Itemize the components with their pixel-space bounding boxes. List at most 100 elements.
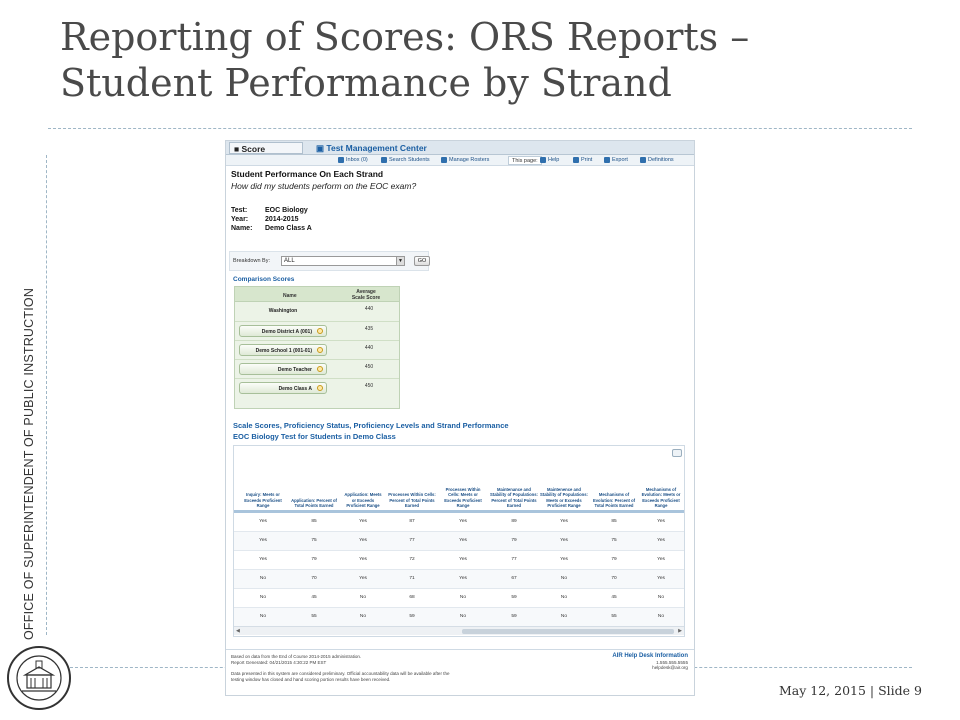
- table-cell: 75: [611, 538, 617, 543]
- comparison-col-average: Average Scale Score: [346, 289, 386, 301]
- help-desk-email[interactable]: helpdesk@air.org: [652, 665, 688, 670]
- tab-score-reports[interactable]: ■ Score Reports: [229, 142, 303, 166]
- meta-name-value: Demo Class A: [265, 225, 312, 232]
- table-cell: 55: [611, 614, 617, 619]
- go-button[interactable]: GO: [414, 256, 430, 266]
- comparison-row-name: Demo Class A: [278, 386, 312, 392]
- help-link[interactable]: Help: [540, 156, 559, 165]
- inbox-link[interactable]: Inbox (0): [338, 156, 368, 165]
- export-label: Export: [612, 157, 628, 163]
- slide-title-line2: Student Performance by Strand: [60, 61, 672, 105]
- scroll-right-icon[interactable]: ▶: [678, 628, 682, 634]
- footer-date: May 12, 2015 |: [778, 683, 875, 698]
- comparison-col-name: Name: [283, 293, 297, 299]
- column-header[interactable]: Processes Within Cells: Meets or Exceeds…: [444, 487, 482, 508]
- side-label: OFFICE OF SUPERINTENDENT OF PUBLIC INSTR…: [22, 287, 36, 640]
- table-cell: No: [359, 614, 367, 619]
- search-students-label: Search Students: [389, 157, 430, 163]
- table-cell: 89: [511, 519, 517, 524]
- note-line: testing window has closed and hand scori…: [231, 677, 391, 682]
- column-header[interactable]: Application: Meets or Exceeds Proficient…: [344, 492, 382, 508]
- slide-title-line1: Reporting of Scores: ORS Reports –: [60, 15, 750, 59]
- note-line: Report Generated: 04/21/2015 4:30:22 PM …: [231, 660, 327, 665]
- ospi-seal-logo: [7, 646, 71, 710]
- table-row: No 55 No 59 No 59 No 55 No: [234, 608, 684, 627]
- comparison-row-value: 450: [364, 383, 374, 389]
- horizontal-scrollbar[interactable]: ◀ ▶: [234, 626, 684, 635]
- table-cell: 59: [511, 595, 517, 600]
- help-desk-phone: 1.555.555.5555: [656, 659, 688, 665]
- definitions-icon: [640, 156, 646, 163]
- table-cell: 87: [409, 519, 415, 524]
- table-cell: Yes: [560, 557, 568, 562]
- meta-name: Name: Demo Class A: [231, 225, 312, 232]
- column-header[interactable]: Mechanisms of Evolution: Percent of Tota…: [592, 492, 636, 508]
- footer-slide-number: Slide 9: [878, 683, 922, 698]
- table-cell: 70: [611, 576, 617, 581]
- header-divider: [234, 510, 684, 513]
- meta-year: Year: 2014-2015: [231, 216, 298, 223]
- comparison-row: Demo District A (001) 435: [235, 321, 399, 340]
- report-subheading: How did my students perform on the EOC e…: [231, 181, 417, 191]
- table-row: No 45 No 68 No 59 No 45 No: [234, 589, 684, 608]
- tab-test-management-center[interactable]: ▣ Test Management Center ▼: [312, 142, 432, 165]
- comparison-row-name: Demo Teacher: [277, 367, 312, 373]
- magnifier-icon: [317, 366, 323, 372]
- table-cell: Yes: [359, 576, 367, 581]
- table-cell: No: [459, 595, 467, 600]
- definitions-label: Definitions: [648, 157, 674, 163]
- scroll-left-icon[interactable]: ◀: [236, 628, 240, 634]
- comparison-col-avg-line1: Average: [356, 289, 376, 295]
- column-header[interactable]: Maintenance and Stability of Populations…: [490, 487, 538, 508]
- table-cell: Yes: [459, 576, 467, 581]
- print-link[interactable]: Print: [573, 156, 592, 165]
- side-divider: [46, 155, 47, 635]
- scrollbar-thumb[interactable]: [462, 629, 674, 634]
- table-cell: No: [259, 614, 267, 619]
- inbox-label: Inbox (0): [346, 157, 368, 163]
- column-header[interactable]: Maintenence and Stability of Populations…: [540, 487, 588, 508]
- column-header[interactable]: Application: Percent of Total Points Ear…: [291, 497, 337, 508]
- comparison-row-button[interactable]: Demo District A (001): [239, 325, 327, 337]
- table-cell: 85: [311, 519, 317, 524]
- strand-performance-table: Inquiry: Meets or Exceeds Proficient Ran…: [233, 445, 685, 637]
- magnifier-icon: [317, 328, 323, 334]
- table-cell: Yes: [657, 576, 665, 581]
- search-students-link[interactable]: Search Students: [381, 156, 430, 165]
- print-icon: [573, 156, 579, 163]
- table-title: Scale Scores, Proficiency Status, Profic…: [233, 421, 509, 430]
- definitions-link[interactable]: Definitions: [640, 156, 674, 165]
- column-settings-icon[interactable]: [672, 449, 682, 457]
- table-cell: Yes: [259, 538, 267, 543]
- table-subtitle: EOC Biology Test for Students in Demo Cl…: [233, 432, 396, 441]
- note-line: Based on data from the End of Course 201…: [231, 654, 362, 659]
- table-cell: Yes: [560, 538, 568, 543]
- slide-title: Reporting of Scores: ORS Reports – Stude…: [60, 14, 920, 106]
- comparison-row-button[interactable]: Demo Class A: [239, 382, 327, 394]
- magnifier-icon: [317, 385, 323, 391]
- column-header[interactable]: Inquiry: Meets or Exceeds Proficient Ran…: [244, 492, 282, 508]
- comparison-scores-panel: Name Average Scale Score Washington 440 D…: [234, 286, 400, 409]
- table-cell: 45: [611, 595, 617, 600]
- meta-test: Test: EOC Biology: [231, 207, 308, 214]
- table-cell: 79: [311, 557, 317, 562]
- toolbar: Inbox (0) Search Students Manage Rosters…: [226, 155, 694, 166]
- table-cell: 77: [511, 557, 517, 562]
- comparison-row-button[interactable]: Demo School 1 (001-01): [239, 344, 327, 356]
- table-cell: 45: [311, 595, 317, 600]
- manage-rosters-link[interactable]: Manage Rosters: [441, 156, 489, 165]
- column-header[interactable]: Mechanisms of Evolution: Meets or Exceed…: [641, 487, 681, 508]
- table-cell: Yes: [560, 519, 568, 524]
- column-header[interactable]: Processes Within Cells: Percent of Total…: [388, 492, 436, 508]
- export-link[interactable]: Export: [604, 156, 628, 165]
- comparison-row-button[interactable]: Demo Teacher: [239, 363, 327, 375]
- table-row: No 70 Yes 71 Yes 67 No 70 Yes: [234, 570, 684, 589]
- meta-name-key: Name:: [231, 225, 253, 232]
- breakdown-select[interactable]: ALL ▼: [281, 256, 405, 266]
- table-cell: 72: [409, 557, 415, 562]
- comparison-row-name: Washington: [268, 308, 298, 314]
- print-label: Print: [581, 157, 593, 163]
- dropdown-arrow-icon: ▼: [396, 257, 404, 265]
- table-cell: No: [359, 595, 367, 600]
- top-nav: ■ Score Reports ▣ Test Management Center…: [226, 141, 694, 166]
